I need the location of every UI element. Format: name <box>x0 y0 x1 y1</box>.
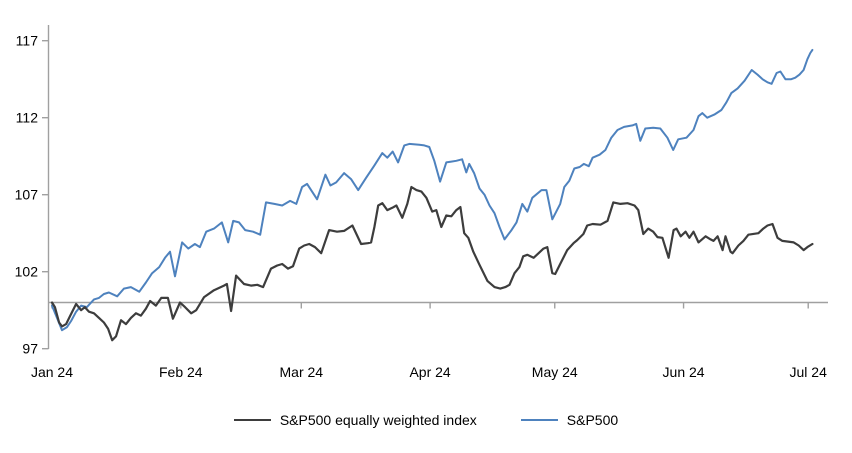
sp500-equal-weight-line <box>50 185 814 342</box>
legend-swatch-equal-weight-line <box>233 418 271 422</box>
chart-legend: S&P500 equally weighted index S&P500 <box>0 410 852 430</box>
y-tick-label: 112 <box>16 110 39 126</box>
y-tick-label: 97 <box>22 341 38 357</box>
x-tick-label: Apr 24 <box>409 364 450 380</box>
x-tick-label: May 24 <box>532 364 578 380</box>
x-tick-label: Jan 24 <box>31 364 73 380</box>
sp500-line <box>51 48 814 332</box>
x-tick-label: Mar 24 <box>280 364 324 380</box>
x-tick-label: Feb 24 <box>159 364 203 380</box>
legend-item-sp500: S&P500 <box>520 410 619 430</box>
y-tick-label: 117 <box>16 33 39 49</box>
y-tick-label: 107 <box>15 187 39 203</box>
legend-label-sp500: S&P500 <box>566 412 619 428</box>
x-tick-label: Jun 24 <box>663 364 705 380</box>
legend-item-equal-weight: S&P500 equally weighted index <box>233 410 477 430</box>
legend-label-equal-weight: S&P500 equally weighted index <box>279 412 477 428</box>
y-tick-label: 102 <box>15 264 39 280</box>
x-tick-label: Jul 24 <box>790 364 828 380</box>
legend-swatch-sp500-line <box>520 418 558 422</box>
